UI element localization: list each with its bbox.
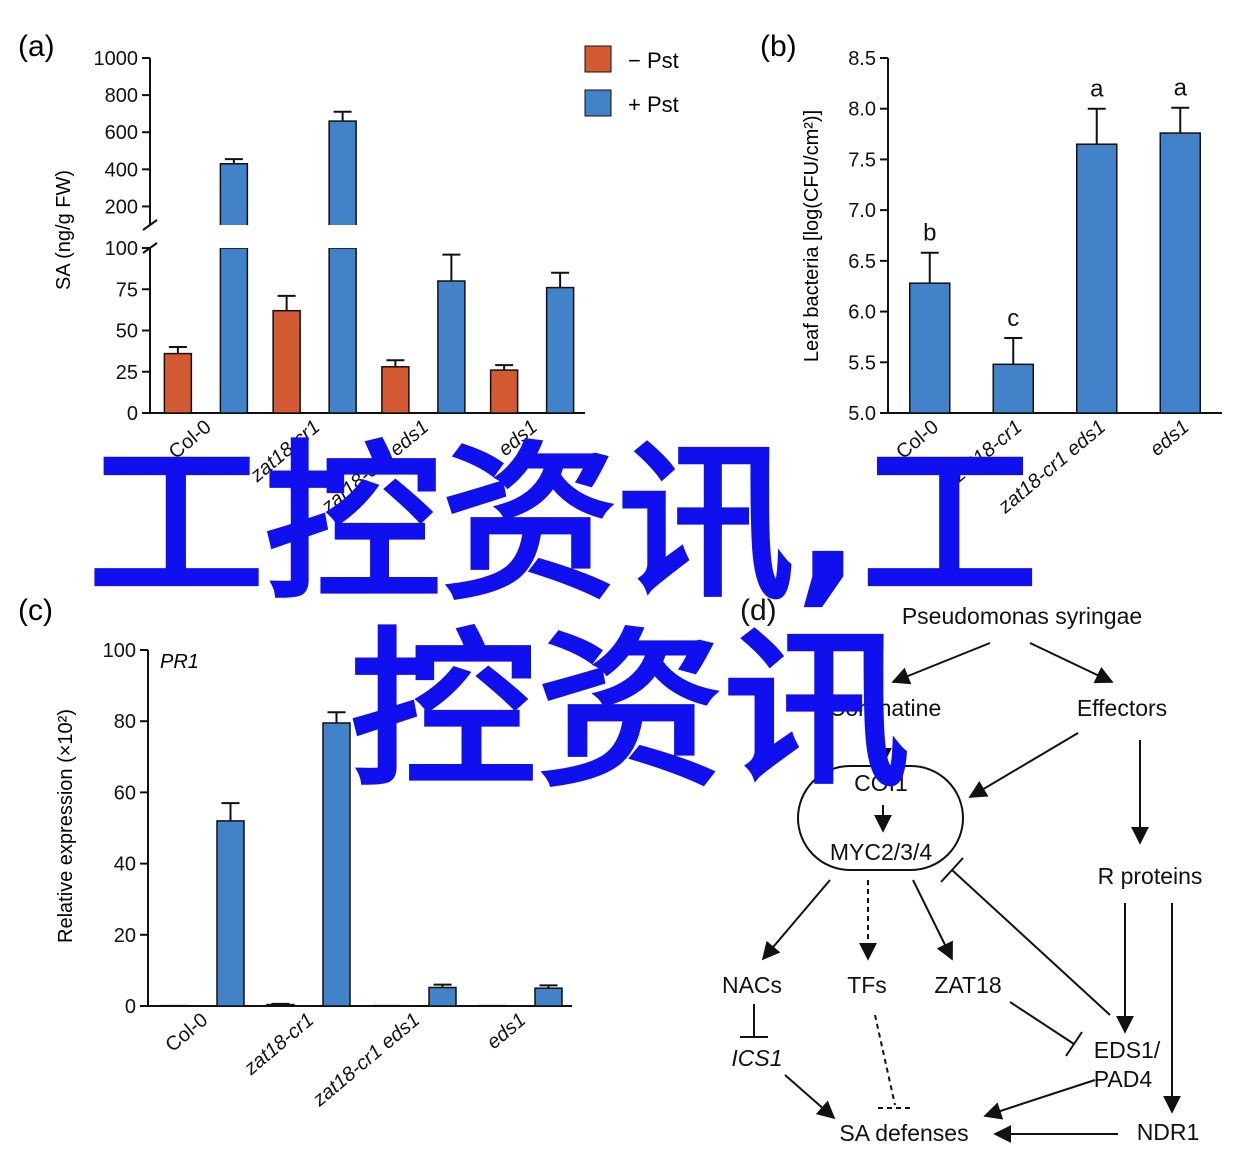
legend-swatch-pos [584,89,612,117]
bar [160,1004,189,1007]
panel-b-letter: (b) [760,30,797,63]
edge-zat18-eds1-bar [1065,1031,1083,1057]
edge-eds1-myc-bar [940,857,964,883]
node-eds1: EDS1/ [1094,1037,1161,1063]
y-tick-label: 5.0 [848,403,876,425]
watermark: 工控资讯,工 控资讯 [88,426,1038,811]
edge-tfs-sadef [874,1014,896,1106]
edge-effectors-coi1 [968,732,1079,798]
significance-label: a [1090,76,1104,103]
coi1-myc-complex [797,765,964,871]
node-tfs: TFs [847,972,887,998]
y-tick-label: 8.5 [848,48,876,70]
bar [1159,132,1201,414]
bar-gap [327,225,359,248]
node-rproteins: R proteins [1098,863,1203,889]
edge-pst-coronatine [891,642,991,685]
y-tick-label: 600 [105,122,138,144]
bar [328,247,357,414]
node-myc: MYC2/3/4 [830,839,932,865]
bar [272,309,301,414]
y-tick-label: 100 [103,640,136,662]
edge-myc-zat18 [912,879,953,961]
node-coi1: COI1 [854,770,908,796]
y-tick-label: 8.0 [848,99,876,121]
y-tick-label: 6.5 [848,251,876,273]
y-tick-label: 6.0 [848,302,876,324]
bar [381,366,410,414]
y-tick-label: 400 [105,159,138,181]
bar [478,1004,507,1007]
edge-pst-effectors [1029,642,1114,684]
y-tick-label: 40 [114,854,136,876]
y-tick-label: 100 [105,238,138,260]
y-tick-label: 60 [114,782,136,804]
bar [992,363,1034,414]
significance-label: a [1174,75,1188,102]
y-tick-label: 7.5 [848,149,876,171]
edge-eds1-sadef [983,1079,1096,1120]
y-tick-label: 1000 [94,48,139,70]
x-tick-label: zat18-cr1 eds1 [308,1009,424,1112]
significance-label: b [923,220,936,247]
edge-eds1-myc [951,869,1111,1016]
legend-label-neg: − Pst [628,48,679,73]
node-effectors: Effectors [1077,695,1167,721]
bar [216,820,245,1007]
edge-myc-nacs [761,879,831,961]
edge-zat18-eds1 [1009,1001,1075,1045]
watermark-line1: 工控资讯,工 [88,426,1038,624]
significance-label: c [1007,305,1019,332]
bar [322,722,351,1007]
node-nacs: NACs [722,972,782,998]
bar-gap [218,225,250,248]
panel-a-ylabel: SA (ng/g FW) [53,170,75,290]
edge-ics1-sadef [784,1074,836,1120]
panel-a-legend: − Pst + Pst [584,45,679,117]
y-tick-label: 80 [114,711,136,733]
panel-c-ylabel: Relative expression (×10²) [55,709,77,943]
bar [163,352,193,414]
x-tick-label: Col-0 [161,1009,212,1057]
bar [428,986,457,1007]
bar [534,987,563,1007]
bar [1076,143,1118,414]
node-pad4: PAD4 [1094,1066,1153,1092]
node-pseudomonas: Pseudomonas syringae [902,603,1142,629]
node-ndr1: NDR1 [1137,1119,1200,1145]
y-tick-label: 800 [105,85,138,107]
node-zat18: ZAT18 [934,972,1001,998]
y-tick-label: 0 [125,996,136,1018]
bar [545,286,575,414]
legend-label-pos: + Pst [628,92,679,117]
y-tick-label: 75 [116,279,138,301]
y-tick-label: 25 [116,362,138,384]
y-tick-label: 5.5 [848,352,876,374]
y-tick-label: 200 [105,196,138,218]
legend-swatch-neg [584,45,612,73]
panel-d: (d) Pseudomonas syringae Coronatine Effe… [722,594,1202,1146]
bar [489,369,519,414]
bar [909,282,951,414]
node-coronatine: Coronatine [829,695,942,721]
panel-c-title: PR1 [160,651,199,673]
y-tick-label: 0 [127,403,138,425]
bar [437,280,466,414]
watermark-line2: 控资讯 [350,613,910,811]
node-sadef: SA defenses [839,1120,968,1146]
axis-break-mark [142,219,158,231]
y-tick-label: 7.0 [848,200,876,222]
x-tick-label: eds1 [483,1009,530,1054]
y-tick-label: 50 [116,321,138,343]
node-ics1: ICS1 [731,1045,782,1071]
panel-c-letter: (c) [18,594,53,627]
panel-b-ylabel: Leaf bacteria [log(CFU/cm²)] [801,110,823,362]
x-tick-label: zat18-cr1 [239,1009,318,1080]
bar [219,247,249,414]
panel-d-letter: (d) [740,594,777,627]
y-tick-label: 20 [114,925,136,947]
x-tick-label: eds1 [1146,416,1193,461]
bar [372,1004,401,1007]
panel-a-letter: (a) [18,30,55,63]
